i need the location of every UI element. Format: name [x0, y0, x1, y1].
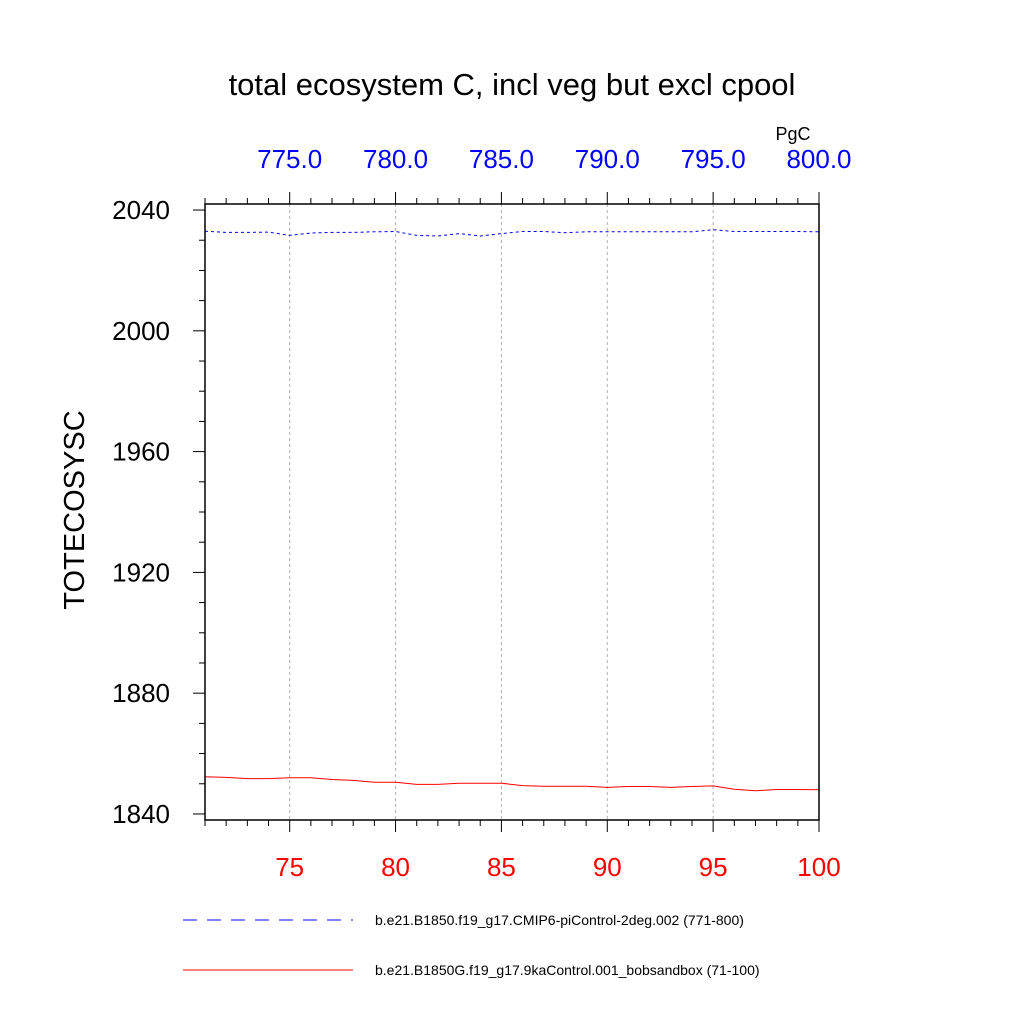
- y-tick-label: 1960: [112, 437, 170, 467]
- series-line-1: [204, 229, 820, 237]
- x-tick-label-top: 775.0: [257, 144, 322, 174]
- y-tick-label: 1840: [112, 799, 170, 829]
- y-axis-title: TOTECOSYSC: [59, 410, 91, 609]
- x-tick-label-bottom: 75: [275, 852, 304, 882]
- series-line-2: [204, 776, 820, 792]
- plot-series: [204, 229, 820, 792]
- x-tick-label-bottom: 85: [487, 852, 516, 882]
- x-tick-label-top: 790.0: [575, 144, 640, 174]
- plot-axes: 75 80 85 90 95 100 775.0 780.0 785.0 790.0 795.0 80…: [112, 144, 851, 882]
- y-tick-label: 2000: [112, 316, 170, 346]
- chart-title: total ecosystem C, incl veg but excl cpo…: [229, 67, 796, 102]
- plot-frame: [204, 203, 820, 821]
- x-tick-label-bottom: 95: [699, 852, 728, 882]
- y-tick-label: 2040: [112, 195, 170, 225]
- x-tick-label-bottom: 100: [797, 852, 840, 882]
- x-tick-label-bottom: 90: [593, 852, 622, 882]
- x-tick-label-top: 785.0: [469, 144, 534, 174]
- top-axis-units: PgC: [775, 124, 810, 144]
- legend: b.e21.B1850.f19_g17.CMIP6-piControl-2deg…: [183, 912, 760, 978]
- x-tick-label-top: 780.0: [363, 144, 428, 174]
- legend-label-1: b.e21.B1850.f19_g17.CMIP6-piControl-2deg…: [375, 912, 744, 928]
- grid-lines: [289, 204, 820, 820]
- y-tick-label: 1920: [112, 557, 170, 587]
- x-tick-label-bottom: 80: [381, 852, 410, 882]
- y-tick-label: 1880: [112, 678, 170, 708]
- legend-label-2: b.e21.B1850G.f19_g17.9kaControl.001_bobs…: [375, 962, 760, 978]
- x-tick-label-top: 795.0: [681, 144, 746, 174]
- x-tick-label-top: 800.0: [786, 144, 851, 174]
